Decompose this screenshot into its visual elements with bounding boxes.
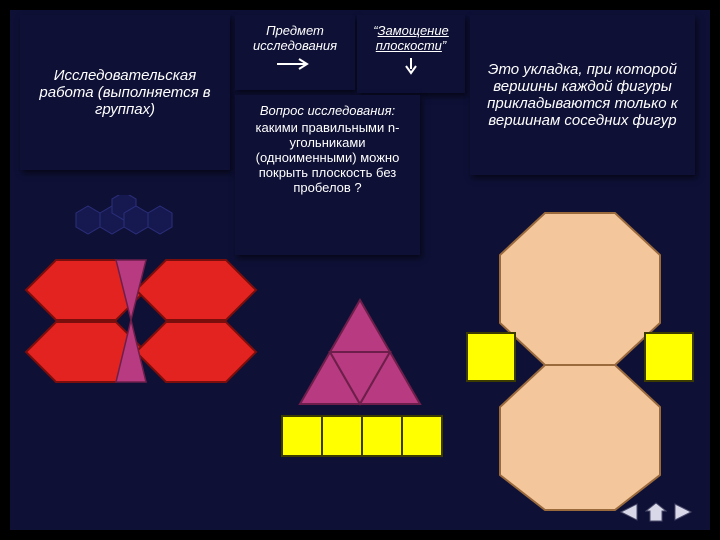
arrow-down-icon (404, 57, 418, 75)
center-shapes-svg (262, 290, 462, 520)
box-definition: Это укладка, при которой вершины каждой … (470, 15, 695, 175)
center-shapes-group (262, 290, 462, 520)
box-research-work: Исследовательская работа (выполняется в … (20, 15, 230, 170)
right-shapes-svg (465, 205, 705, 515)
nav-buttons (617, 502, 695, 522)
slide-background: Исследовательская работа (выполняется в … (10, 10, 710, 530)
box-subject: Предмет исследования (235, 15, 355, 90)
box-question: Вопрос исследования: какими правильными … (235, 95, 420, 255)
small-hex-row (76, 195, 172, 234)
right-shapes-group (465, 205, 705, 515)
box-topic: “Замощение плоскости” (357, 15, 465, 93)
prev-icon[interactable] (617, 502, 639, 522)
arrow-right-icon (275, 57, 315, 71)
text-left: Исследовательская работа (выполняется в … (26, 67, 224, 118)
text-right: Это укладка, при которой вершины каждой … (476, 61, 689, 129)
text-topic-suf: ” (442, 38, 446, 53)
text-subject: Предмет исследования (241, 23, 349, 53)
left-shapes-svg (18, 195, 258, 495)
text-question-body: какими правильными n-угольниками (одноим… (241, 120, 414, 195)
home-icon[interactable] (645, 502, 667, 522)
triangle-stack (270, 300, 420, 404)
square-row (282, 416, 442, 456)
text-question-label: Вопрос исследования: (241, 103, 414, 118)
center-triangles (116, 260, 146, 382)
text-topic: Замощение плоскости (376, 23, 449, 53)
next-icon[interactable] (673, 502, 695, 522)
left-shapes-group (18, 195, 258, 495)
